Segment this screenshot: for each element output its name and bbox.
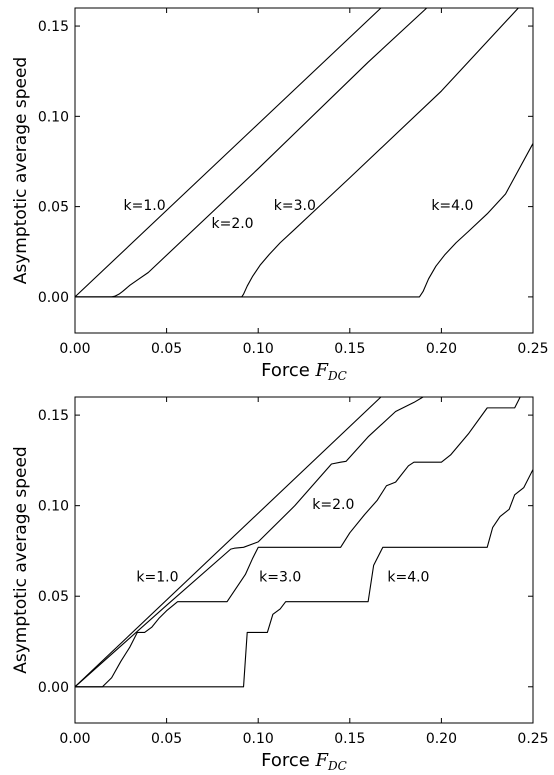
- x-axis-label-symbol: F: [315, 750, 330, 771]
- series-line-k=2.0: [75, 397, 424, 688]
- x-axis-label-symbol: F: [315, 360, 330, 381]
- x-tick-label: 0.15: [334, 731, 365, 747]
- y-tick-label: 0.10: [38, 499, 69, 515]
- curve-label: k=2.0: [312, 497, 354, 513]
- x-tick-label: 0.10: [243, 731, 274, 747]
- curve-label: k=3.0: [274, 198, 316, 214]
- y-tick-label: 0.00: [38, 290, 69, 306]
- x-tick-label: 0.15: [334, 341, 365, 357]
- series-line-k=3.0: [75, 8, 519, 298]
- series-line-k=1.0: [75, 397, 382, 688]
- axes-frame: [74, 396, 534, 724]
- x-axis-label: Force FDC: [261, 360, 347, 383]
- x-axis-label-prefix: Force: [261, 360, 315, 381]
- x-tick-label: 0.20: [426, 341, 457, 357]
- x-axis-label: Force FDC: [261, 750, 347, 771]
- series-line-k=4.0: [75, 143, 533, 298]
- x-tick-label: 0.20: [426, 731, 457, 747]
- x-tick-label: 0.05: [151, 731, 182, 747]
- curve-label: k=4.0: [387, 569, 429, 585]
- x-axis-label-subscript: DC: [327, 759, 347, 771]
- x-tick-label: 0.00: [59, 341, 90, 357]
- curve-label: k=2.0: [211, 216, 253, 232]
- y-tick-label: 0.10: [38, 109, 69, 125]
- chart-panel-1: 0.00 0.05 0.10 0.15 0.20 0.25 0.00 0.05 0.10 0.15…: [11, 7, 549, 383]
- x-tick-label: 0.25: [517, 731, 548, 747]
- chart-panel-2: 0.00 0.05 0.10 0.15 0.20 0.25 0.00 0.05 0.10 0.15…: [11, 396, 549, 773]
- x-tick-label: 0.25: [517, 341, 548, 357]
- y-axis-label: Asymptotic average speed: [11, 57, 31, 284]
- x-tick-label: 0.10: [243, 341, 274, 357]
- curve-label: k=1.0: [136, 569, 178, 585]
- series-line-k=2.0: [75, 8, 428, 298]
- y-tick-label: 0.15: [38, 408, 69, 424]
- curve-label: k=4.0: [431, 198, 473, 214]
- curve-label: k=3.0: [259, 569, 301, 585]
- series-line-k=1.0: [75, 8, 382, 298]
- y-tick-label: 0.05: [38, 200, 69, 216]
- y-tick-label: 0.05: [38, 589, 69, 605]
- x-tick-label: 0.00: [59, 731, 90, 747]
- y-tick-label: 0.00: [38, 680, 69, 696]
- curve-label: k=1.0: [124, 198, 166, 214]
- x-axis-label-prefix: Force: [261, 750, 315, 771]
- series-line-k=3.0: [75, 397, 521, 688]
- series-line-k=4.0: [75, 469, 533, 688]
- axes-frame: [74, 7, 534, 334]
- y-tick-label: 0.15: [38, 19, 69, 35]
- x-tick-label: 0.05: [151, 341, 182, 357]
- x-axis-label-subscript: DC: [327, 369, 347, 383]
- y-axis-label: Asymptotic average speed: [11, 446, 31, 673]
